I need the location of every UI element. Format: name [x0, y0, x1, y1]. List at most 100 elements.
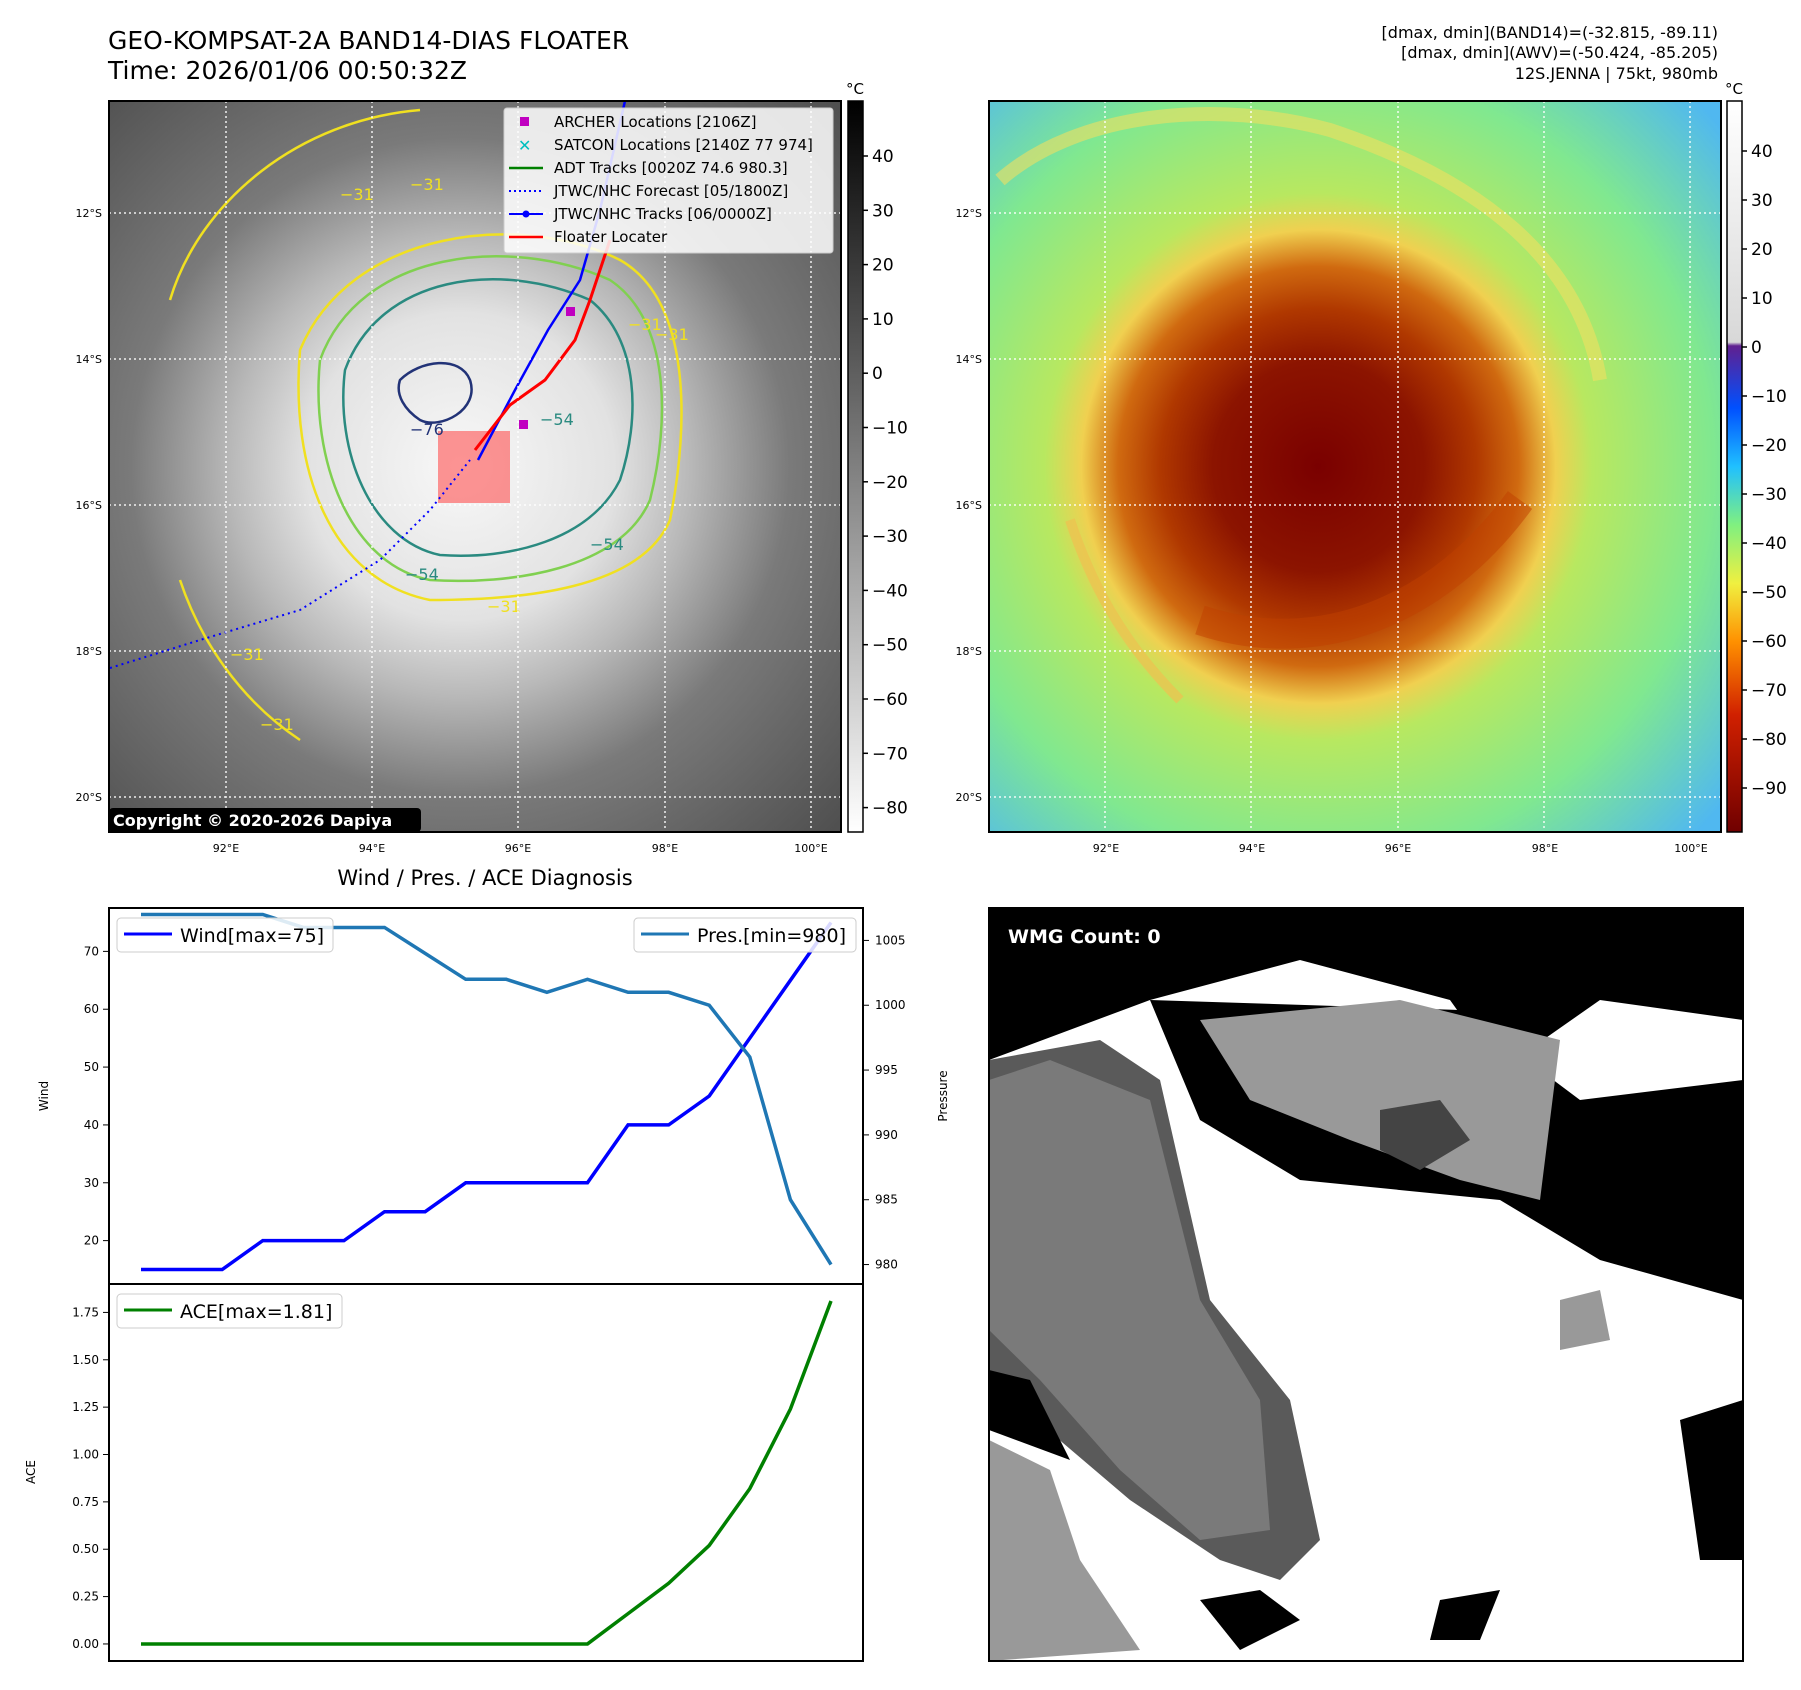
ace-ytick-label: 1.00 — [72, 1448, 99, 1462]
legend-floater: Floater Locater — [554, 228, 668, 246]
col-cbar-tick-label: −40 — [1751, 534, 1787, 554]
ir-cbar-tick-label: 0 — [872, 364, 883, 384]
wind-ytick-label: 20 — [84, 1234, 99, 1248]
wind-legend: Wind[max=75] — [116, 917, 334, 953]
col-cbar-tick-label: 20 — [1751, 240, 1773, 260]
wind-pres-frame — [108, 907, 864, 1285]
contour-yellow-band — [178, 579, 301, 742]
ir-cbar-tick-label: −70 — [872, 744, 908, 764]
info-dmax-awv: [dmax, dmin](AWV)=(-50.424, -85.205) — [1401, 43, 1718, 62]
ace-ytick-label: 1.75 — [72, 1305, 99, 1319]
contour-labels: −31 −31 −31 −31 −31 −54 −54 −54 −76 −31 … — [230, 175, 689, 734]
wind-ylabel: Wind — [37, 1081, 51, 1111]
wind-series-line — [141, 921, 833, 1272]
band-orange — [1065, 518, 1184, 704]
col-cbar-tick-label: −10 — [1751, 387, 1787, 407]
ace-frame — [108, 1283, 864, 1662]
info-storm: 12S.JENNA | 75kt, 980mb — [1514, 64, 1718, 83]
ir-legend: ARCHER Locations [2106Z] ✕ SATCON Locati… — [503, 107, 834, 254]
copyright-text: Copyright © 2020-2026 Dapiya — [113, 811, 392, 830]
col-cbar-tick-label: −80 — [1751, 730, 1787, 750]
lon-tick-label: 98°E — [1532, 842, 1558, 855]
lat-tick-label: 14°S — [76, 353, 102, 366]
ace-legend: ACE[max=1.81] — [116, 1293, 343, 1329]
wmg-bottom-gray — [989, 1440, 1140, 1661]
archer-marker — [566, 307, 575, 316]
pressure-ylabel: Pressure — [936, 1070, 950, 1121]
contour-label: −31 — [340, 185, 374, 204]
lat-tick-label: 16°S — [76, 499, 102, 512]
ir-cbar-tick-label: −30 — [872, 527, 908, 547]
lon-tick-label: 96°E — [1385, 842, 1411, 855]
pressure-series-line — [141, 912, 833, 1266]
contour-label: −31 — [410, 175, 444, 194]
col-cbar-tick-label: −90 — [1751, 779, 1787, 799]
legend-archer-marker — [520, 117, 529, 126]
lon-tick-label: 100°E — [794, 842, 827, 855]
diagnosis-title: Wind / Pres. / ACE Diagnosis — [337, 866, 632, 890]
pres-ytick-label: 990 — [875, 1128, 898, 1142]
pres-ytick-label: 1005 — [875, 933, 906, 947]
ir-frame — [108, 100, 842, 833]
ir-image-panel: −31 −31 −31 −31 −31 −54 −54 −54 −76 −31 … — [108, 100, 842, 833]
ace-ytick-label: 0.00 — [72, 1637, 99, 1651]
wind-ytick-label: 70 — [84, 944, 99, 958]
wmg-gray-region — [989, 1060, 1270, 1540]
ir-cbar-tick-label: −10 — [872, 419, 908, 439]
ace-ytick-label: 0.75 — [72, 1495, 99, 1509]
col-cbar-tick-label: −60 — [1751, 632, 1787, 652]
lon-tick-label: 98°E — [652, 842, 678, 855]
wmg-frame — [988, 907, 1744, 1662]
lat-tick-label: 16°S — [956, 499, 982, 512]
color-frame — [988, 100, 1722, 833]
lon-tick-label: 92°E — [213, 842, 239, 855]
legend-archer: ARCHER Locations [2106Z] — [554, 113, 757, 131]
band-red — [1195, 491, 1533, 649]
ace-ytick-label: 1.50 — [72, 1353, 99, 1367]
lon-tick-label: 100°E — [1674, 842, 1707, 855]
wind-ytick-label: 50 — [84, 1060, 99, 1074]
contour-label: −31 — [487, 597, 521, 616]
contour-label: −76 — [410, 420, 444, 439]
figure-title: GEO-KOMPSAT-2A BAND14-DIAS FLOATER — [108, 26, 630, 55]
wmg-count: WMG Count: 0 — [1008, 926, 1161, 948]
contour-teal — [342, 278, 634, 557]
ace-series-line — [141, 1300, 833, 1646]
band-yellow — [995, 107, 1607, 382]
col-cbar-tick-label: −30 — [1751, 485, 1787, 505]
wmg-right-dark — [1680, 1400, 1743, 1560]
wind-ytick-label: 40 — [84, 1118, 99, 1132]
floater-locater-track — [473, 239, 612, 451]
legend-satcon-marker: ✕ — [518, 136, 531, 155]
col-cbar-tick-label: 40 — [1751, 142, 1773, 162]
legend-tracks: JTWC/NHC Tracks [06/0000Z] — [553, 205, 772, 223]
lon-tick-label: 96°E — [505, 842, 531, 855]
floater-box — [438, 431, 510, 503]
pres-legend-label: Pres.[min=980] — [697, 925, 846, 947]
contour-label: −31 — [230, 645, 264, 664]
lat-tick-label: 18°S — [956, 645, 982, 658]
lon-tick-label: 92°E — [1093, 842, 1119, 855]
pres-ytick-label: 995 — [875, 1063, 898, 1077]
wmg-bottom-dark — [989, 1370, 1070, 1460]
contour-label: −31 — [628, 315, 662, 334]
legend-satcon: SATCON Locations [2140Z 77 974] — [554, 136, 813, 154]
legend-adt: ADT Tracks [0020Z 74.6 980.3] — [554, 159, 788, 177]
color-colorbar-unit: °C — [1725, 80, 1743, 98]
col-cbar-tick-label: −20 — [1751, 436, 1787, 456]
color-gridlines — [989, 101, 1721, 832]
ace-ylabel: ACE — [24, 1460, 38, 1484]
contour-navy — [397, 361, 473, 424]
wmg-panel: WMG Count: 0 — [988, 907, 1744, 1662]
ace-ytick-label: 0.25 — [72, 1590, 99, 1604]
color-image — [989, 101, 1721, 832]
lat-tick-label: 12°S — [956, 207, 982, 220]
color-colorbar: °C 40 30 20 10 0 −10 −20 −30 −40 −50 −60 −70 −80 −90 — [1725, 80, 1787, 833]
col-cbar-tick-label: 30 — [1751, 191, 1773, 211]
col-cbar-tick-label: 0 — [1751, 338, 1762, 358]
col-cbar-tick-label: −50 — [1751, 583, 1787, 603]
pres-ytick-label: 985 — [875, 1193, 898, 1207]
pres-legend: Pres.[min=980] — [633, 917, 857, 953]
ir-cbar-tick-label: 30 — [872, 201, 894, 221]
